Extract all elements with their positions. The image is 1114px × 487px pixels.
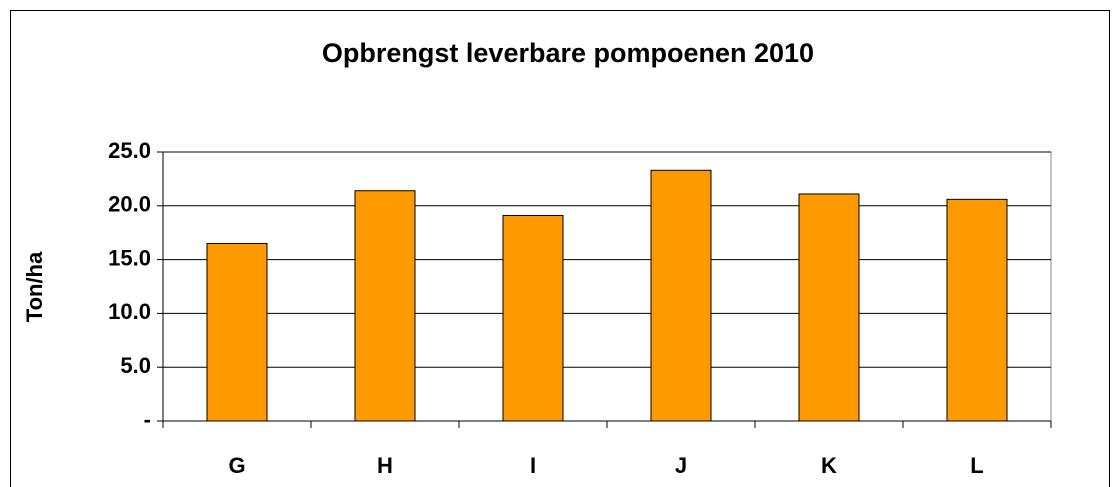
y-axis-label: Ton/ha [22, 251, 47, 322]
x-tick-label: J [675, 453, 687, 478]
y-tick-label: 10.0 [108, 299, 151, 324]
chart-title: Opbrengst leverbare pompoenen 2010 [322, 38, 814, 68]
x-tick-label: G [228, 453, 245, 478]
y-tick-label: 15.0 [108, 245, 151, 270]
bar [354, 190, 416, 422]
x-tick-label: L [970, 453, 983, 478]
x-tick-label: K [821, 453, 837, 478]
x-tick-label: H [377, 453, 393, 478]
bar [798, 193, 860, 422]
bar [650, 169, 712, 422]
bar [502, 214, 564, 422]
y-tick-label: - [144, 407, 151, 432]
plot-area [162, 151, 1052, 422]
y-tick-label: 25.0 [108, 138, 151, 163]
y-tick-label: 20.0 [108, 192, 151, 217]
x-tick-label: I [530, 453, 536, 478]
y-tick-label: 5.0 [120, 353, 151, 378]
bar [206, 242, 268, 422]
bar [946, 198, 1008, 422]
